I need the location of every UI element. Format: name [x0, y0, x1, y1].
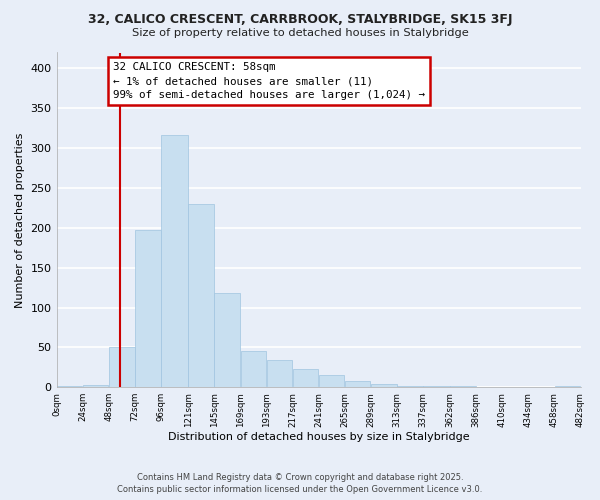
- Bar: [371, 384, 397, 387]
- Bar: [241, 352, 266, 387]
- Bar: [57, 386, 82, 387]
- X-axis label: Distribution of detached houses by size in Stalybridge: Distribution of detached houses by size …: [168, 432, 469, 442]
- Bar: [397, 386, 422, 387]
- Text: 32 CALICO CRESCENT: 58sqm
← 1% of detached houses are smaller (11)
99% of semi-d: 32 CALICO CRESCENT: 58sqm ← 1% of detach…: [113, 62, 425, 100]
- Bar: [214, 293, 240, 387]
- Bar: [83, 385, 109, 387]
- Bar: [135, 230, 161, 387]
- Text: Size of property relative to detached houses in Stalybridge: Size of property relative to detached ho…: [131, 28, 469, 38]
- Bar: [345, 381, 370, 387]
- Text: 32, CALICO CRESCENT, CARRBROOK, STALYBRIDGE, SK15 3FJ: 32, CALICO CRESCENT, CARRBROOK, STALYBRI…: [88, 12, 512, 26]
- Bar: [188, 204, 214, 387]
- Bar: [319, 376, 344, 387]
- Bar: [293, 369, 318, 387]
- Y-axis label: Number of detached properties: Number of detached properties: [15, 132, 25, 308]
- Bar: [554, 386, 580, 387]
- Text: Contains HM Land Registry data © Crown copyright and database right 2025.
Contai: Contains HM Land Registry data © Crown c…: [118, 472, 482, 494]
- Bar: [266, 360, 292, 387]
- Bar: [161, 134, 188, 387]
- Bar: [109, 348, 134, 387]
- Bar: [451, 386, 476, 387]
- Bar: [423, 386, 450, 387]
